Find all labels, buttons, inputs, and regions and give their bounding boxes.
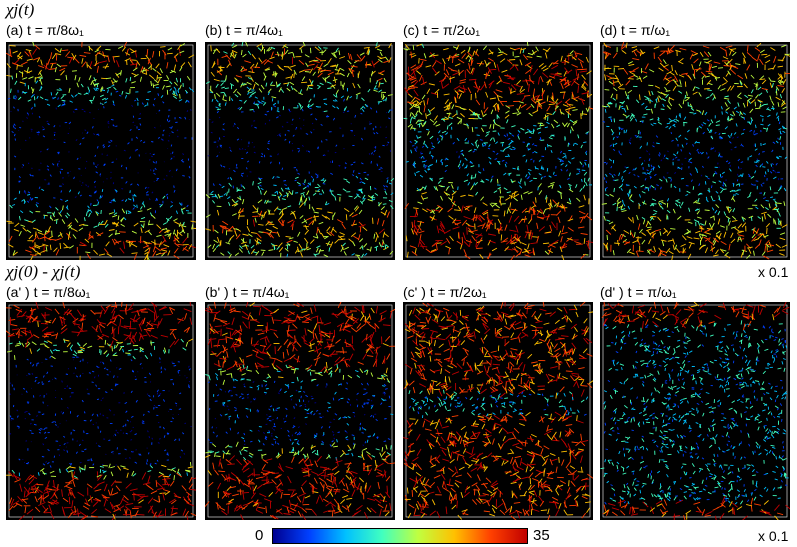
panel-b <box>205 42 395 260</box>
panel-label-d2: (d' ) t = π/ω₁ <box>600 284 677 300</box>
panel-c <box>403 42 593 260</box>
row2-title: χj(0) - χj(t) <box>6 262 81 281</box>
colorbar <box>272 528 528 544</box>
panel-a-field <box>6 42 196 260</box>
row1-scale-note: x 0.1 <box>758 264 789 280</box>
panel-b-field <box>205 42 395 260</box>
panel-c2-field <box>403 302 593 520</box>
panel-label-b2: (b' ) t = π/4ω₁ <box>205 284 290 300</box>
panel-a2-field <box>6 302 196 520</box>
panel-label-c: (c) t = π/2ω₁ <box>403 22 481 38</box>
panel-b2-field <box>205 302 395 520</box>
panel-c2 <box>403 302 593 520</box>
panel-label-c2: (c' ) t = π/2ω₁ <box>403 284 487 300</box>
panel-d <box>600 42 790 260</box>
panel-label-a2: (a' ) t = π/8ω₁ <box>6 284 91 300</box>
panel-a2 <box>6 302 196 520</box>
panel-d2 <box>600 302 790 520</box>
colorbar-max-label: 35 <box>533 527 550 544</box>
panel-label-d: (d) t = π/ω₁ <box>600 22 671 38</box>
panel-label-a: (a) t = π/8ω₁ <box>6 22 84 38</box>
panel-label-b: (b) t = π/4ω₁ <box>205 22 283 38</box>
row2-scale-note: x 0.1 <box>758 528 789 544</box>
panel-c-field <box>403 42 593 260</box>
panel-d2-field <box>600 302 790 520</box>
panel-d-field <box>601 42 790 260</box>
row1-title: χj(t) <box>6 0 35 19</box>
panel-a <box>6 42 196 260</box>
colorbar-min-label: 0 <box>255 527 264 544</box>
panel-b2 <box>205 302 395 520</box>
